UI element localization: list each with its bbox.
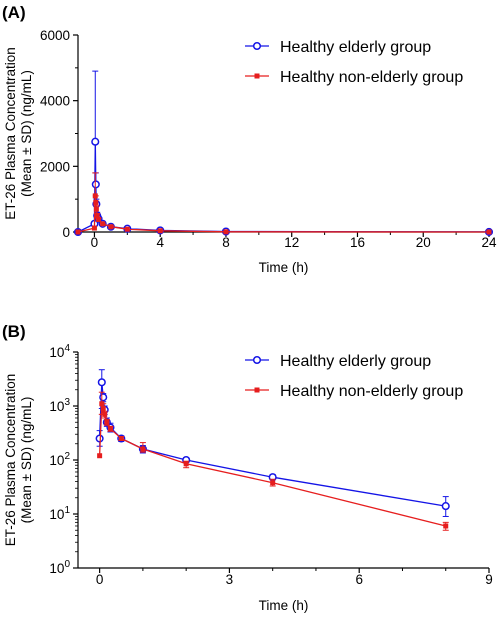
series-line [98,403,446,527]
series-line [77,195,490,233]
x-tick-label: 20 [416,235,431,250]
x-tick-label: 6 [355,572,363,587]
y-tick-label: 6000 [40,28,70,43]
legend-marker [254,73,260,79]
data-point [92,193,98,199]
legend-label: Healthy non-elderly group [280,383,463,400]
data-point [108,224,114,230]
series-elderly [73,70,494,237]
x-tick-label: 4 [156,235,164,250]
data-point [486,229,492,235]
y-tick-label: 104 [49,343,70,360]
x-axis-title: Time (h) [259,598,309,613]
data-point [104,419,110,425]
y-tick-label: 102 [49,451,70,468]
x-tick-label: 0 [91,235,99,250]
y-tick-label: 103 [49,397,70,414]
legend-label: Healthy non-elderly group [280,69,463,86]
data-point [441,502,450,511]
data-point [97,378,106,387]
series-non-elderly [97,391,449,531]
data-point [124,226,130,232]
legend-marker [254,387,260,393]
x-tick-label: 8 [222,235,230,250]
series-non-elderly [75,172,492,235]
data-point [157,228,163,234]
y-tick-label: 101 [49,505,70,522]
x-tick-label: 16 [350,235,365,250]
y-tick-label: 2000 [40,159,70,174]
data-point [97,453,103,459]
data-point [270,480,276,486]
data-point [100,405,106,411]
legend-marker [252,41,262,51]
data-point [102,411,108,417]
panel-label: (B) [2,322,26,341]
y-axis-title: ET-26 Plasma Concentration(Mean ± SD) (n… [3,374,34,547]
series-line [98,382,446,507]
data-point [118,436,124,442]
legend-label: Healthy elderly group [280,353,431,370]
x-tick-label: 12 [284,235,299,250]
legend-marker [252,355,262,365]
y-axis-title: ET-26 Plasma Concentration(Mean ± SD) (n… [3,47,34,220]
data-point [107,426,113,432]
legend-label: Healthy elderly group [280,39,431,56]
data-point [96,217,102,223]
data-point [223,229,229,235]
data-point [75,229,81,235]
y-tick-label: 0 [62,225,70,240]
data-point [140,446,146,452]
panel-label: (A) [2,3,26,22]
x-tick-label: 3 [226,572,234,587]
data-point [94,213,100,219]
data-point [99,393,108,402]
data-point [93,206,99,212]
x-axis-title: Time (h) [259,260,309,275]
chart-panel-b: (B) 0 3 6 9 100 101 102 103 104 Time (h) ET-26 Plas… [2,322,493,613]
data-point [183,461,189,467]
data-point [91,137,100,146]
data-point [93,199,99,205]
y-tick-label: 100 [49,559,70,576]
x-tick-label: 0 [96,572,104,587]
y-tick-label: 4000 [40,94,70,109]
chart-panel-a: (A) 0 4 8 12 16 20 24 0 2000 4000 6000 Time (h) ET-26… [2,3,497,275]
x-tick-label: 9 [485,572,493,587]
x-tick-label: 24 [481,235,497,250]
data-point [91,225,97,231]
data-point [443,523,449,529]
series-line [77,141,490,233]
data-point [100,221,106,227]
data-point [91,180,100,189]
data-point [99,401,105,407]
